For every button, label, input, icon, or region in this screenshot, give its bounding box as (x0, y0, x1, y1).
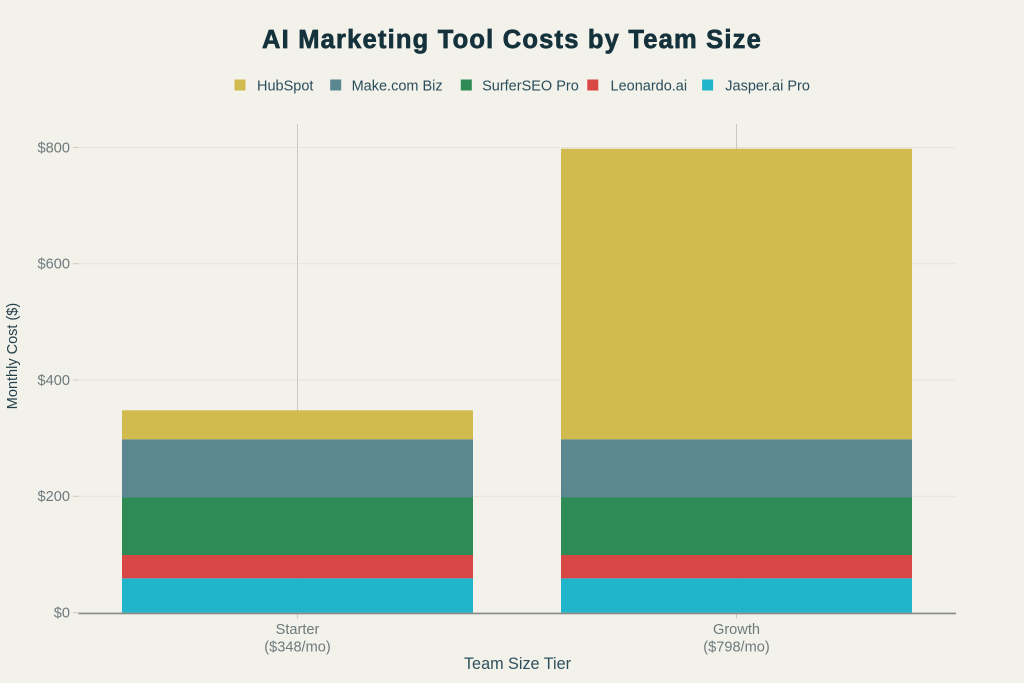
svg-text:$0: $0 (54, 605, 70, 621)
svg-text:HubSpot: HubSpot (257, 78, 313, 94)
svg-text:$200: $200 (38, 489, 70, 505)
svg-text:Leonardo.ai: Leonardo.ai (611, 78, 688, 94)
svg-text:Growth: Growth (713, 622, 760, 638)
svg-text:AI Marketing Tool Costs by Tea: AI Marketing Tool Costs by Team Size (262, 26, 762, 54)
svg-text:Jasper.ai Pro: Jasper.ai Pro (725, 78, 810, 94)
svg-text:Monthly Cost ($): Monthly Cost ($) (5, 303, 21, 409)
svg-text:$800: $800 (38, 140, 70, 156)
svg-text:($798/mo): ($798/mo) (703, 640, 770, 656)
svg-text:$600: $600 (38, 257, 70, 273)
svg-text:Make.com Biz: Make.com Biz (352, 78, 443, 94)
svg-text:Team Size Tier: Team Size Tier (464, 655, 572, 673)
svg-text:Starter: Starter (276, 622, 320, 638)
svg-text:$400: $400 (38, 373, 70, 389)
svg-text:SurferSEO Pro: SurferSEO Pro (482, 78, 579, 94)
svg-text:($348/mo): ($348/mo) (264, 640, 331, 656)
